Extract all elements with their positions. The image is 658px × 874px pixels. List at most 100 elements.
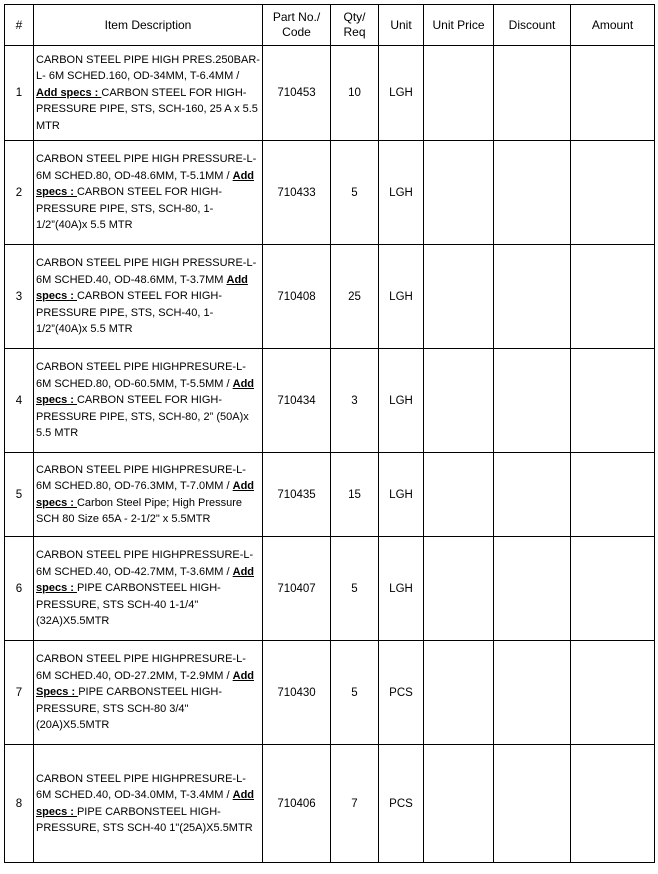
row-number: 3 — [4, 244, 34, 349]
table-row: 6 CARBON STEEL PIPE HIGHPRESSURE-L- 6M S… — [4, 536, 655, 641]
unit-price-cell — [423, 348, 494, 453]
item-description-cell: CARBON STEEL PIPE HIGHPRESURE-L- 6M SCHE… — [33, 640, 263, 745]
amount-cell — [570, 640, 655, 745]
description-text: CARBON STEEL PIPE HIGHPRESURE-L- 6M SCHE… — [36, 772, 246, 802]
discount-cell — [493, 140, 571, 245]
col-header-part-no: Part No./ Code — [262, 4, 331, 46]
col-header-unit: Unit — [378, 4, 424, 46]
qty-cell: 5 — [330, 640, 379, 745]
qty-cell: 10 — [330, 45, 379, 141]
qty-cell: 15 — [330, 452, 379, 537]
qty-cell: 25 — [330, 244, 379, 349]
discount-cell — [493, 640, 571, 745]
part-no-cell: 710407 — [262, 536, 331, 641]
qty-cell: 5 — [330, 140, 379, 245]
discount-cell — [493, 45, 571, 141]
table-row: 7 CARBON STEEL PIPE HIGHPRESURE-L- 6M SC… — [4, 640, 655, 745]
amount-cell — [570, 536, 655, 641]
part-no-cell: 710430 — [262, 640, 331, 745]
item-description-cell: CARBON STEEL PIPE HIGHPRESURE-L- 6M SCHE… — [33, 348, 263, 453]
col-header-discount: Discount — [493, 4, 571, 46]
unit-price-cell — [423, 536, 494, 641]
col-header-item-description: Item Description — [33, 4, 263, 46]
description-text: CARBON STEEL PIPE HIGHPRESURE-L- 6M SCHE… — [36, 653, 246, 682]
row-number: 2 — [4, 140, 34, 245]
add-specs-label: Add specs : — [36, 565, 255, 595]
unit-price-cell — [423, 452, 494, 537]
unit-price-cell — [423, 640, 494, 745]
amount-cell — [570, 348, 655, 453]
description-text: CARBON STEEL PIPE HIGH PRESSURE-L- 6M SC… — [36, 153, 257, 182]
add-specs-label: Add specs : — [36, 789, 255, 818]
unit-cell: LGH — [378, 452, 424, 537]
amount-cell — [570, 45, 655, 141]
col-header-qty: Qty/ Req — [330, 4, 379, 46]
unit-price-cell — [423, 744, 494, 863]
add-specs-label: Add specs : — [36, 480, 255, 509]
description-spec-text: CARBON STEEL FOR HIGH-PRESSURE PIPE, STS… — [36, 394, 249, 440]
row-number: 8 — [4, 744, 34, 863]
description-spec-text: CARBON STEEL FOR HIGH-PRESSURE PIPE, STS… — [36, 290, 223, 336]
unit-cell: PCS — [378, 640, 424, 745]
unit-cell: LGH — [378, 45, 424, 141]
row-number: 6 — [4, 536, 34, 641]
unit-cell: LGH — [378, 140, 424, 245]
amount-cell — [570, 244, 655, 349]
description-spec-text: PIPE CARBONSTEEL HIGH-PRESSURE, STS SCH-… — [36, 582, 221, 628]
unit-cell: LGH — [378, 536, 424, 641]
unit-price-cell — [423, 140, 494, 245]
description-spec-text: CARBON STEEL FOR HIGH-PRESSURE PIPE, STS… — [36, 86, 258, 132]
table-row: 3 CARBON STEEL PIPE HIGH PRESSURE-L- 6M … — [4, 244, 655, 349]
part-no-cell: 710453 — [262, 45, 331, 141]
qty-cell: 7 — [330, 744, 379, 863]
row-number: 4 — [4, 348, 34, 453]
table-row: 1 CARBON STEEL PIPE HIGH PRES.250BAR-L- … — [4, 45, 655, 141]
table-row: 8 CARBON STEEL PIPE HIGHPRESURE-L- 6M SC… — [4, 744, 655, 863]
description-text: CARBON STEEL PIPE HIGH PRES.250BAR-L- 6M… — [36, 53, 260, 83]
row-number: 7 — [4, 640, 34, 745]
col-header-amount: Amount — [570, 4, 655, 46]
discount-cell — [493, 536, 571, 641]
unit-cell: LGH — [378, 244, 424, 349]
item-description-cell: CARBON STEEL PIPE HIGHPRESSURE-L- 6M SCH… — [33, 536, 263, 641]
table-row: 5 CARBON STEEL PIPE HIGHPRESURE-L- 6M SC… — [4, 452, 655, 537]
unit-price-cell — [423, 45, 494, 141]
unit-cell: LGH — [378, 348, 424, 453]
item-description-cell: CARBON STEEL PIPE HIGH PRESSURE-L- 6M SC… — [33, 140, 263, 245]
amount-cell — [570, 744, 655, 863]
qty-cell: 3 — [330, 348, 379, 453]
add-specs-label: Add specs : — [36, 169, 255, 199]
add-specs-label: Add specs : — [36, 86, 102, 99]
col-header-unit-price: Unit Price — [423, 4, 494, 46]
part-no-cell: 710408 — [262, 244, 331, 349]
description-spec-text: PIPE CARBONSTEEL HIGH-PRESSURE, STS SCH-… — [36, 686, 223, 732]
part-no-cell: 710433 — [262, 140, 331, 245]
discount-cell — [493, 452, 571, 537]
description-text: CARBON STEEL PIPE HIGH PRESSURE-L- 6M SC… — [36, 257, 257, 286]
description-spec-text: Carbon Steel Pipe; High Pressure SCH 80 … — [36, 496, 243, 526]
discount-cell — [493, 744, 571, 863]
item-description-cell: CARBON STEEL PIPE HIGHPRESURE-L- 6M SCHE… — [33, 452, 263, 537]
row-number: 5 — [4, 452, 34, 537]
col-header-num: # — [4, 4, 34, 46]
header-row: # Item Description Part No./ Code Qty/ R… — [4, 4, 655, 46]
part-no-cell: 710434 — [262, 348, 331, 453]
discount-cell — [493, 244, 571, 349]
part-no-cell: 710406 — [262, 744, 331, 863]
table-row: 4 CARBON STEEL PIPE HIGHPRESURE-L- 6M SC… — [4, 348, 655, 453]
amount-cell — [570, 140, 655, 245]
description-text: CARBON STEEL PIPE HIGHPRESSURE-L- 6M SCH… — [36, 549, 254, 578]
items-table: # Item Description Part No./ Code Qty/ R… — [4, 4, 655, 863]
unit-cell: PCS — [378, 744, 424, 863]
discount-cell — [493, 348, 571, 453]
add-specs-label: Add Specs : — [36, 669, 255, 699]
add-specs-label: Add specs : — [36, 377, 255, 407]
item-description-cell: CARBON STEEL PIPE HIGH PRESSURE-L- 6M SC… — [33, 244, 263, 349]
table-row: 2 CARBON STEEL PIPE HIGH PRESSURE-L- 6M … — [4, 140, 655, 245]
description-spec-text: PIPE CARBONSTEEL HIGH-PRESSURE, STS SCH-… — [36, 805, 253, 835]
description-text: CARBON STEEL PIPE HIGHPRESURE-L- 6M SCHE… — [36, 361, 246, 390]
unit-price-cell — [423, 244, 494, 349]
row-number: 1 — [4, 45, 34, 141]
item-description-cell: CARBON STEEL PIPE HIGH PRES.250BAR-L- 6M… — [33, 45, 263, 141]
